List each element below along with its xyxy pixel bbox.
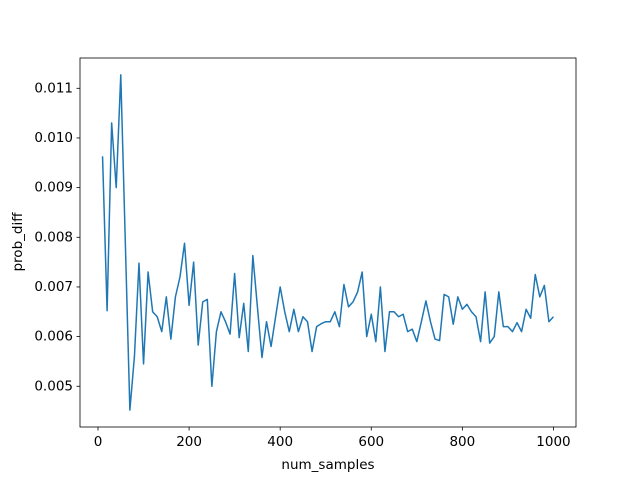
y-tick-label: 0.010 xyxy=(34,130,73,146)
x-tick-label: 400 xyxy=(267,434,293,450)
y-tick-label: 0.011 xyxy=(34,80,73,96)
data-line xyxy=(101,74,555,411)
y-tick-label: 0.006 xyxy=(34,329,73,345)
x-tick-label: 1000 xyxy=(536,434,570,450)
y-tick-label: 0.008 xyxy=(34,229,73,245)
x-tick-label: 200 xyxy=(176,434,202,450)
y-tick-label: 0.005 xyxy=(34,378,73,394)
x-tick-label: 600 xyxy=(358,434,384,450)
y-tick-label: 0.007 xyxy=(34,279,73,295)
plot-frame xyxy=(79,57,577,428)
x-axis-label: num_samples xyxy=(281,457,374,473)
y-tick-label: 0.009 xyxy=(34,180,73,196)
x-tick-label: 0 xyxy=(94,434,103,450)
y-axis-label: prob_diff xyxy=(10,212,26,272)
x-tick-label: 800 xyxy=(449,434,475,450)
